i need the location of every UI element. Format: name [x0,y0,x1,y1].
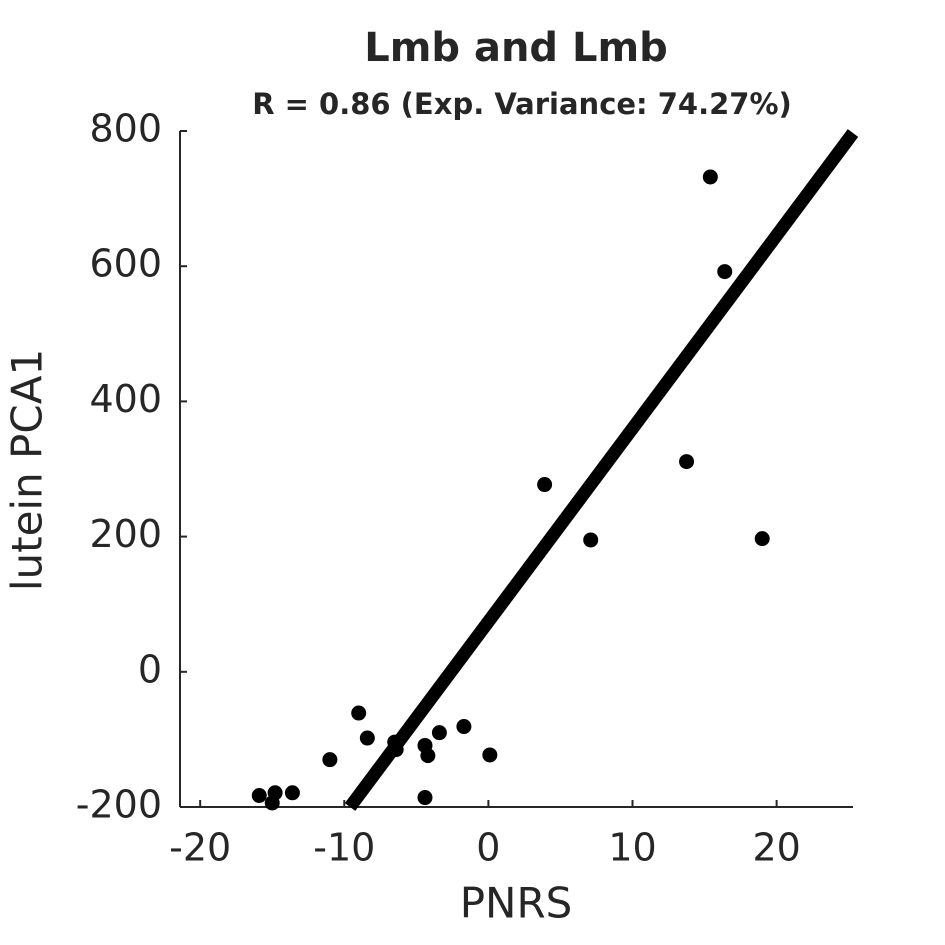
y-tick-label: 0 [138,647,162,691]
point [322,752,338,768]
point [351,705,367,721]
x-tick-label: 10 [608,826,656,870]
y-tick-label: -200 [76,783,162,827]
x-tick-label: 20 [752,826,800,870]
point [702,169,718,185]
point [420,748,436,764]
y-tick-label: 200 [89,512,162,556]
point [717,264,733,280]
point [583,532,599,548]
point [431,725,447,741]
point [754,531,770,547]
y-tick-label: 800 [89,107,162,151]
x-axis-label: PNRS [460,879,573,928]
point [388,742,404,758]
point [482,747,498,763]
point [251,788,267,804]
point [537,477,553,493]
fit-line [344,129,859,811]
point [359,730,375,746]
point [264,795,280,811]
y-tick-label: 600 [89,242,162,286]
x-tick-label: -10 [313,826,375,870]
x-tick-label: 0 [476,826,500,870]
y-tick-label: 400 [89,377,162,421]
y-axis-label: lutein PCA1 [3,349,52,591]
chart-title: Lmb and Lmb [364,25,668,71]
point [417,790,433,806]
point [679,454,695,470]
chart-subtitle: R = 0.86 (Exp. Variance: 74.27%) [252,87,792,121]
x-tick-label: -20 [169,826,231,870]
point [284,785,300,801]
point [456,719,472,735]
